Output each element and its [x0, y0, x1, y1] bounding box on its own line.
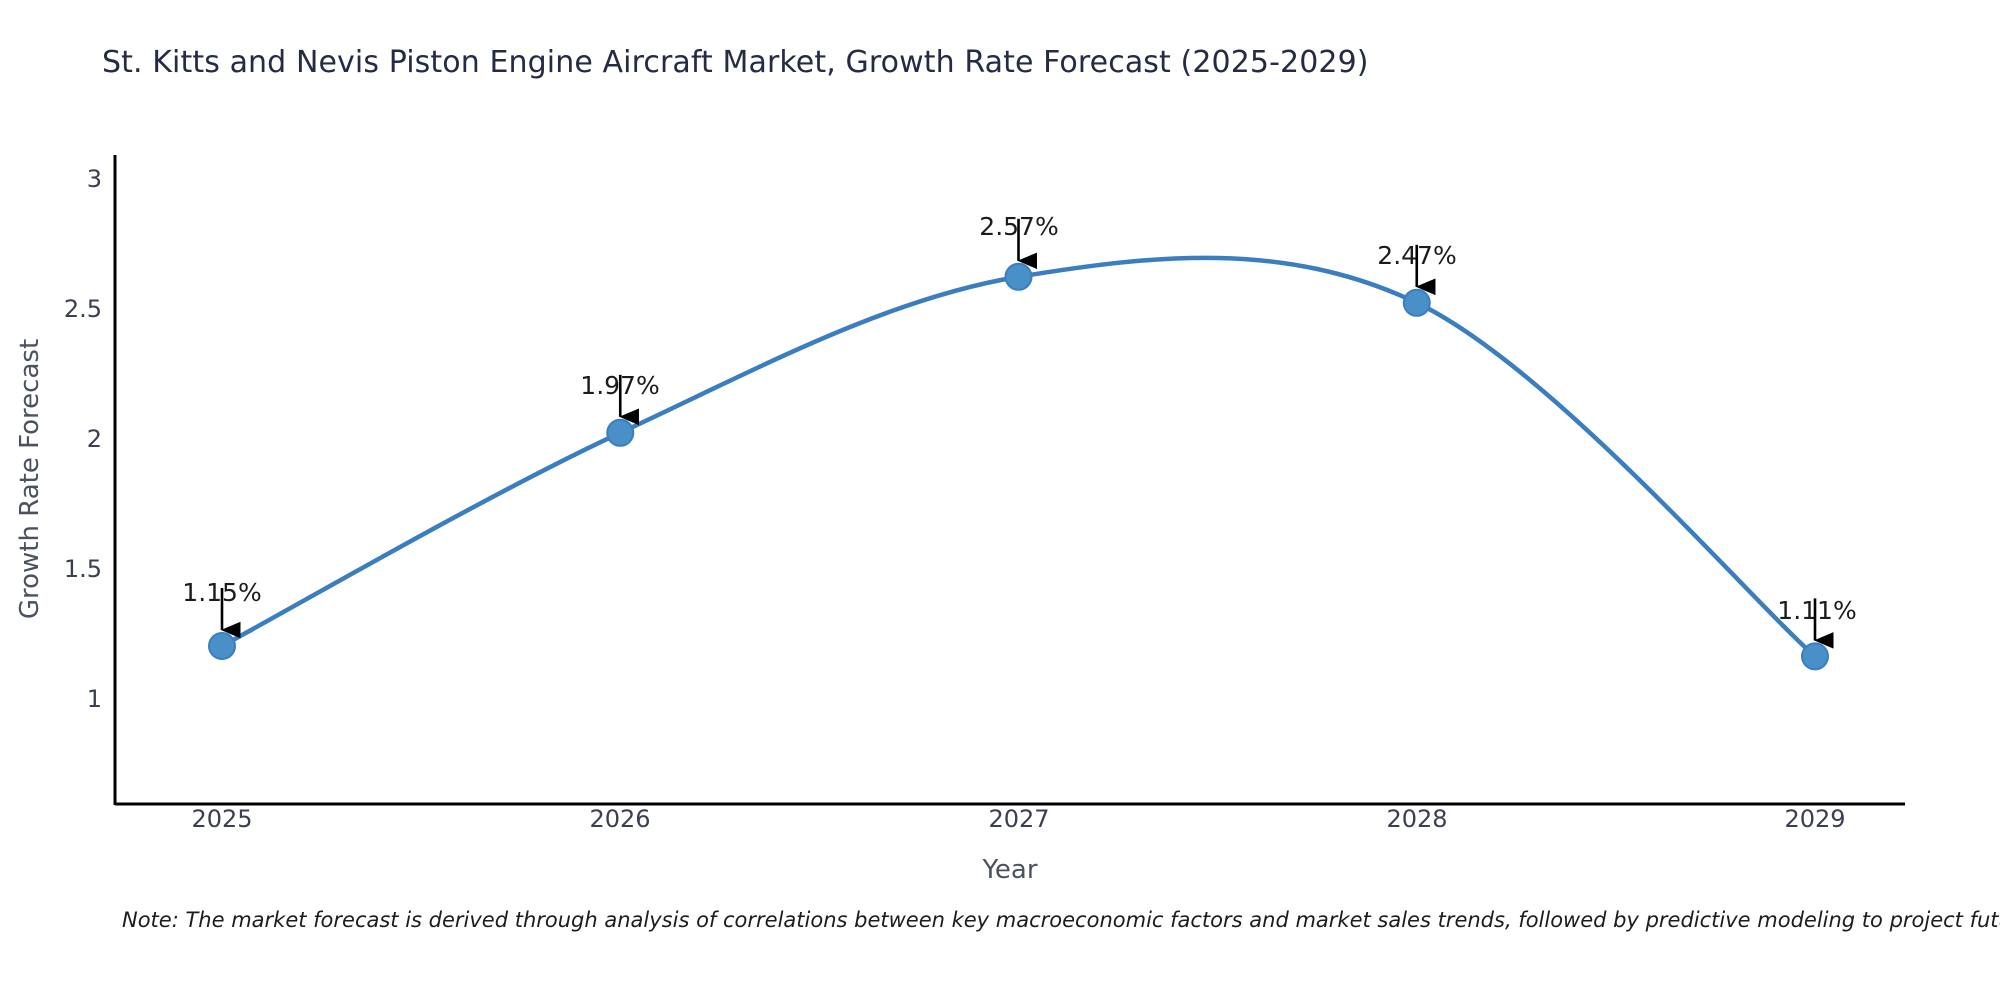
data-point-2029[interactable] — [1801, 642, 1829, 671]
data-point-2025[interactable] — [208, 632, 236, 660]
data-point-markers — [208, 262, 1829, 671]
line-series-growth-rate — [219, 255, 1818, 659]
data-point-2026[interactable] — [606, 418, 635, 447]
y-tick-label-2-5: 2.5 — [63, 295, 102, 323]
chart-title: St. Kitts and Nevis Piston Engine Aircra… — [102, 45, 1369, 80]
y-tick-label-1: 1 — [86, 685, 102, 713]
x-tick-label-2029: 2029 — [1784, 805, 1846, 833]
x-tick-label-2026: 2026 — [589, 805, 651, 833]
annotation-arrows — [220, 218, 1834, 649]
data-label-1-11: 1.11% — [1777, 596, 1857, 625]
chart-note: Note: The market forecast is derived thr… — [122, 908, 2000, 932]
x-tick-label-2027: 2027 — [988, 805, 1050, 833]
data-point-2028[interactable] — [1402, 288, 1431, 317]
y-tick-label-1-5: 1.5 — [63, 555, 102, 583]
x-tick-label-2028: 2028 — [1386, 805, 1448, 833]
y-tick-label-2: 2 — [86, 425, 102, 453]
y-tick-label-3: 3 — [86, 165, 102, 193]
data-point-2027[interactable] — [1004, 262, 1033, 291]
x-axis-title: Year — [982, 855, 1038, 885]
x-tick-label-2025: 2025 — [191, 805, 253, 833]
